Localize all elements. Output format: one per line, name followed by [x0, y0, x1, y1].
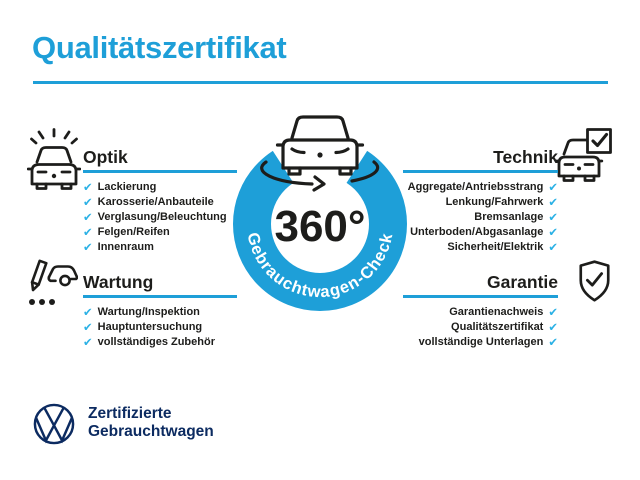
section-rule-garantie [403, 295, 558, 298]
section-title-garantie: Garantie [487, 272, 558, 292]
checklist-item-label: Garantienachweis [449, 305, 544, 318]
badge-ring-notch [240, 100, 400, 224]
car-front-rotation-icon [260, 115, 380, 192]
page-title: Qualitätszertifikat [32, 30, 287, 65]
car-checkbox-icon [556, 128, 612, 182]
section-title-optik: Optik [83, 147, 128, 167]
header-divider [33, 81, 608, 84]
check-icon: ✔ [83, 321, 93, 334]
checklist-item-label: Qualitätszertifikat [451, 320, 544, 333]
degree-label: 360° [274, 202, 365, 251]
checklist-garantie: Garantienachweis ✔ Qualitätszertifikat ✔ v… [340, 304, 558, 349]
checklist-wartung: ✔ Wartung/Inspektion ✔ Hauptuntersuchung ✔… [83, 304, 215, 349]
checklist-item-label: Hauptuntersuchung [97, 320, 203, 333]
check-icon: ✔ [548, 321, 558, 334]
check-icon: ✔ [83, 306, 93, 319]
shiny-car-icon [27, 128, 81, 190]
check-icon: ✔ [548, 211, 558, 224]
check-icon: ✔ [83, 196, 93, 209]
check-icon: ✔ [83, 211, 93, 224]
checklist-item: vollständige Unterlagen ✔ [340, 334, 558, 349]
vw-logo [33, 403, 75, 445]
checklist-item-label: Verglasung/Beleuchtung [97, 210, 227, 223]
brand-line-2: Gebrauchtwagen [88, 423, 214, 440]
checklist-item: ✔ Lackierung [83, 179, 227, 194]
check-icon: ✔ [83, 181, 93, 194]
section-rule-wartung [83, 295, 237, 298]
checklist-item-label: Lenkung/Fahrwerk [445, 195, 544, 208]
checklist-item: ✔ Innenraum [83, 239, 227, 254]
checklist-item: Garantienachweis ✔ [340, 304, 558, 319]
checklist-item-label: Bremsanlage [474, 210, 544, 223]
checklist-item: Aggregate/Antriebsstrang ✔ [340, 179, 558, 194]
check-icon: ✔ [548, 306, 558, 319]
check-icon: ✔ [548, 196, 558, 209]
checklist-item-label: Felgen/Reifen [97, 225, 170, 238]
checklist-item-label: vollständige Unterlagen [418, 335, 544, 348]
brand-line-1: Zertifizierte [88, 405, 172, 422]
checklist-item-label: vollständiges Zubehör [97, 335, 215, 348]
section-title-technik: Technik [493, 147, 558, 167]
section-rule-technik [403, 170, 558, 173]
shield-check-icon [579, 260, 610, 302]
checklist-item: ✔ Verglasung/Beleuchtung [83, 209, 227, 224]
checklist-item-label: Sicherheit/Elektrik [447, 240, 544, 253]
service-checklist-icon [29, 259, 78, 305]
brand-claim: Zertifizierte Gebrauchtwagen [88, 405, 214, 441]
check-icon: ✔ [83, 226, 93, 239]
check-icon: ✔ [83, 336, 93, 349]
check-icon: ✔ [548, 181, 558, 194]
checklist-item-label: Innenraum [97, 240, 154, 253]
checklist-item: ✔ vollständiges Zubehör [83, 334, 215, 349]
check-icon: ✔ [548, 336, 558, 349]
check-icon: ✔ [548, 226, 558, 239]
checklist-item-label: Unterboden/Abgasanlage [410, 225, 544, 238]
checklist-item: Unterboden/Abgasanlage ✔ [340, 224, 558, 239]
checklist-item: ✔ Hauptuntersuchung [83, 319, 215, 334]
checklist-item: Sicherheit/Elektrik ✔ [340, 239, 558, 254]
checklist-item-label: Lackierung [97, 180, 157, 193]
checklist-item-label: Aggregate/Antriebsstrang [407, 180, 544, 193]
check-icon: ✔ [83, 241, 93, 254]
checklist-item: ✔ Wartung/Inspektion [83, 304, 215, 319]
checklist-item: Qualitätszertifikat ✔ [340, 319, 558, 334]
section-rule-optik [83, 170, 237, 173]
checklist-item-label: Wartung/Inspektion [97, 305, 200, 318]
checklist-item-label: Karosserie/Anbauteile [97, 195, 214, 208]
checklist-optik: ✔ Lackierung ✔ Karosserie/Anbauteile ✔ Verg… [83, 179, 227, 254]
section-title-wartung: Wartung [83, 272, 154, 292]
check-icon: ✔ [548, 241, 558, 254]
checklist-item: ✔ Karosserie/Anbauteile [83, 194, 227, 209]
checklist-item: ✔ Felgen/Reifen [83, 224, 227, 239]
checklist-item: Lenkung/Fahrwerk ✔ [340, 194, 558, 209]
checklist-technik: Aggregate/Antriebsstrang ✔ Lenkung/Fahrwe… [340, 179, 558, 254]
checklist-item: Bremsanlage ✔ [340, 209, 558, 224]
